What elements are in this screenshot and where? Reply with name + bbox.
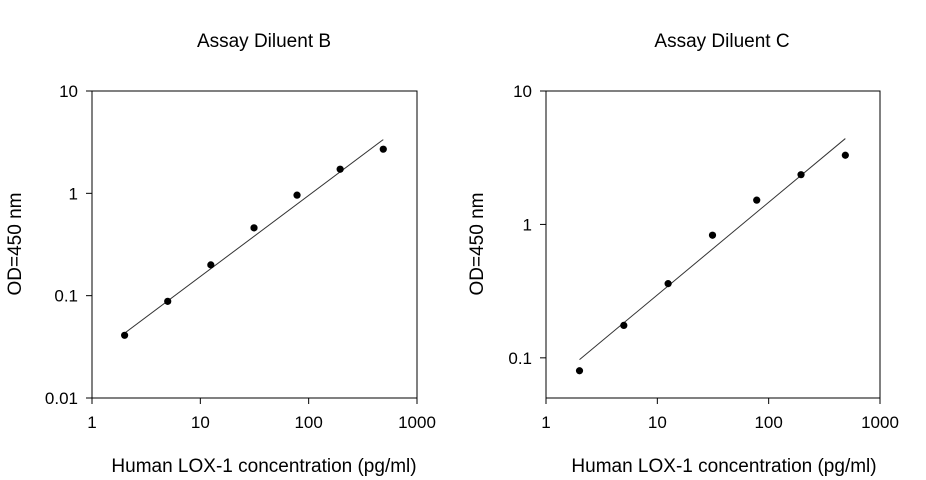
data-point xyxy=(620,321,628,330)
chart-title: Assay Diluent C xyxy=(654,31,789,52)
data-point xyxy=(708,231,717,239)
plot-frame xyxy=(91,90,418,399)
plot-area: 1 10 100 1000 0.1 1 10 xyxy=(508,82,899,432)
chart-title: Assay Diluent B xyxy=(197,31,331,52)
x-tick-label: 1000 xyxy=(398,413,436,432)
x-tick-label: 10 xyxy=(648,413,667,432)
x-tick-label: 1 xyxy=(541,413,550,432)
x-axis-label: Human LOX-1 concentration (pg/ml) xyxy=(571,456,876,477)
x-tick-label: 1000 xyxy=(861,413,899,432)
x-tick-label: 100 xyxy=(294,413,322,432)
y-tick-label: 0.1 xyxy=(508,349,532,368)
x-tick-label: 10 xyxy=(191,413,210,432)
fit-line xyxy=(124,139,384,334)
x-tick-label: 100 xyxy=(754,413,782,432)
y-tick-label: 10 xyxy=(513,82,532,101)
data-point xyxy=(293,191,301,199)
x-axis-label: Human LOX-1 concentration (pg/ml) xyxy=(111,456,416,477)
y-tick-label: 10 xyxy=(59,82,78,101)
data-point xyxy=(664,280,672,288)
data-point xyxy=(121,331,129,339)
y-tick-label: 0.1 xyxy=(54,287,78,306)
plot-area: 1 10 100 1000 0.01 0.1 1 10 xyxy=(45,82,436,432)
y-tick-label: 1 xyxy=(523,215,532,234)
data-point xyxy=(575,367,584,375)
data-point xyxy=(164,297,172,305)
y-tick-label: 1 xyxy=(69,184,78,203)
data-point xyxy=(753,196,761,204)
data-point xyxy=(207,261,215,269)
y-axis-label: OD=450 nm xyxy=(467,193,488,296)
chart-panel-diluent-b: Assay Diluent B Human LOX-1 concentratio… xyxy=(5,31,436,477)
plot-frame xyxy=(545,90,881,399)
data-point xyxy=(250,224,258,232)
x-tick-label: 1 xyxy=(87,413,96,432)
y-axis-label: OD=450 nm xyxy=(5,193,26,296)
chart-panel-diluent-c: Assay Diluent C Human LOX-1 concentratio… xyxy=(467,31,899,477)
data-point xyxy=(379,145,387,153)
data-point xyxy=(841,151,849,159)
data-point xyxy=(336,165,344,173)
fit-line xyxy=(579,138,846,360)
y-tick-label: 0.01 xyxy=(45,389,78,408)
data-point xyxy=(797,171,805,179)
